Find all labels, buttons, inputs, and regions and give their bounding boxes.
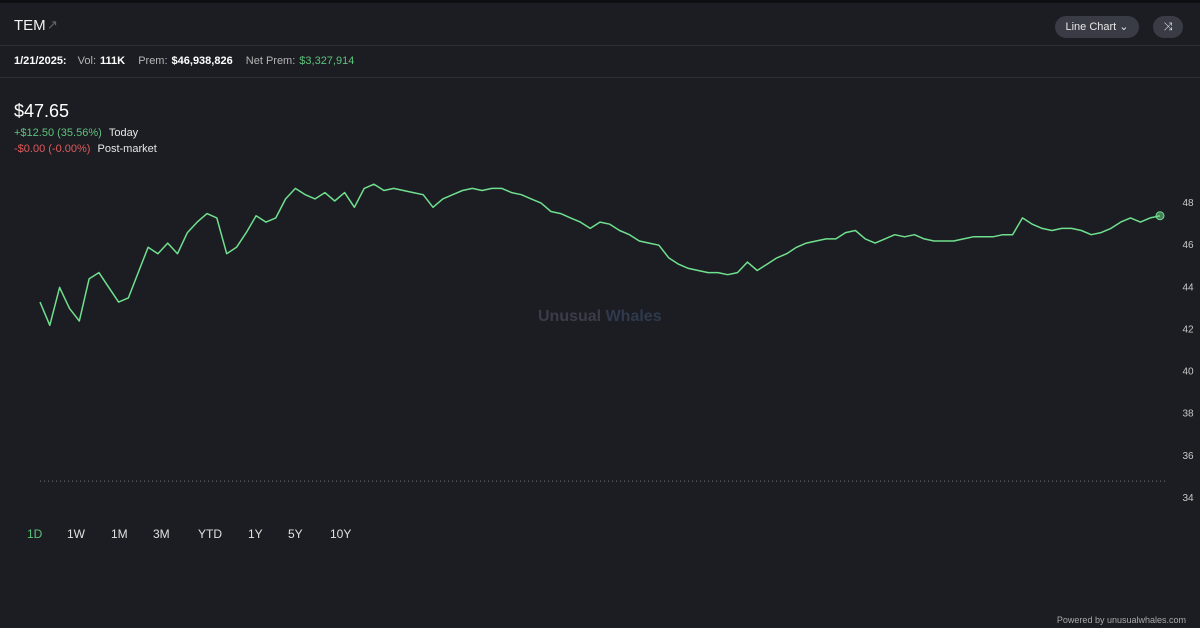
timeframe-button[interactable]: 10Y bbox=[330, 527, 352, 541]
y-tick-label: 38 bbox=[1182, 409, 1194, 420]
external-link-icon[interactable]: ↗ bbox=[47, 17, 58, 32]
timeframe-button[interactable]: YTD bbox=[198, 527, 222, 541]
prem: $46,938,826 bbox=[171, 55, 233, 67]
watermark-part2: Whales bbox=[606, 308, 662, 325]
timeframe-button[interactable]: 1W bbox=[67, 527, 85, 541]
chart: Unusual Whales 34 36 38 40 42 44 46 48 bbox=[39, 183, 1194, 504]
timeframe-button[interactable]: 3M bbox=[153, 527, 170, 541]
prem-label: Prem: bbox=[138, 55, 168, 67]
divider bbox=[0, 45, 1200, 46]
timeframe-button[interactable]: 1Y bbox=[248, 527, 263, 541]
watermark: Unusual Whales bbox=[538, 308, 662, 325]
footer: Powered by unusualwhales.com bbox=[1056, 615, 1186, 625]
last-point bbox=[1155, 211, 1165, 221]
timeframe-button[interactable]: 1D bbox=[27, 527, 43, 541]
ticker: TEM bbox=[14, 17, 46, 34]
net-prem-label: Net Prem: bbox=[245, 55, 296, 67]
y-tick-label: 40 bbox=[1182, 367, 1194, 378]
timeframe-button[interactable]: 1M bbox=[111, 527, 128, 541]
date: 1/21/2025: bbox=[14, 55, 67, 67]
post-label: Post-market bbox=[97, 143, 157, 155]
change-row: +$12.50 (35.56%) Today bbox=[14, 127, 138, 139]
price: $47.65 bbox=[14, 101, 70, 121]
watermark-part1: Unusual bbox=[538, 308, 601, 325]
post-change: -$0.00 (-0.00%) bbox=[14, 143, 91, 155]
y-tick-label: 44 bbox=[1182, 282, 1194, 293]
y-tick-label: 46 bbox=[1182, 240, 1194, 251]
stats-bar: 1/21/2025: Vol: 111K Prem: $46,938,826 Net… bbox=[14, 55, 358, 67]
timeframe-button[interactable]: 5Y bbox=[288, 527, 303, 541]
y-tick-label: 42 bbox=[1182, 324, 1194, 335]
y-tick-label: 34 bbox=[1182, 493, 1194, 504]
shuffle-button[interactable]: ⤨ bbox=[1153, 16, 1183, 38]
vol-label: Vol: bbox=[77, 55, 97, 67]
y-tick-label: 48 bbox=[1182, 198, 1194, 209]
y-tick-label: 36 bbox=[1182, 451, 1194, 462]
post-row: -$0.00 (-0.00%) Post-market bbox=[14, 143, 157, 155]
chart-type-dropdown[interactable]: Line Chart ⌄ bbox=[1055, 16, 1139, 38]
net-prem: $3,327,914 bbox=[299, 55, 355, 67]
change: +$12.50 (35.56%) bbox=[14, 127, 102, 139]
chart-type-label: Line Chart bbox=[1065, 21, 1117, 33]
change-label: Today bbox=[108, 127, 139, 139]
vol: 111K bbox=[100, 55, 126, 67]
divider bbox=[0, 77, 1200, 78]
price-line bbox=[39, 183, 1161, 327]
